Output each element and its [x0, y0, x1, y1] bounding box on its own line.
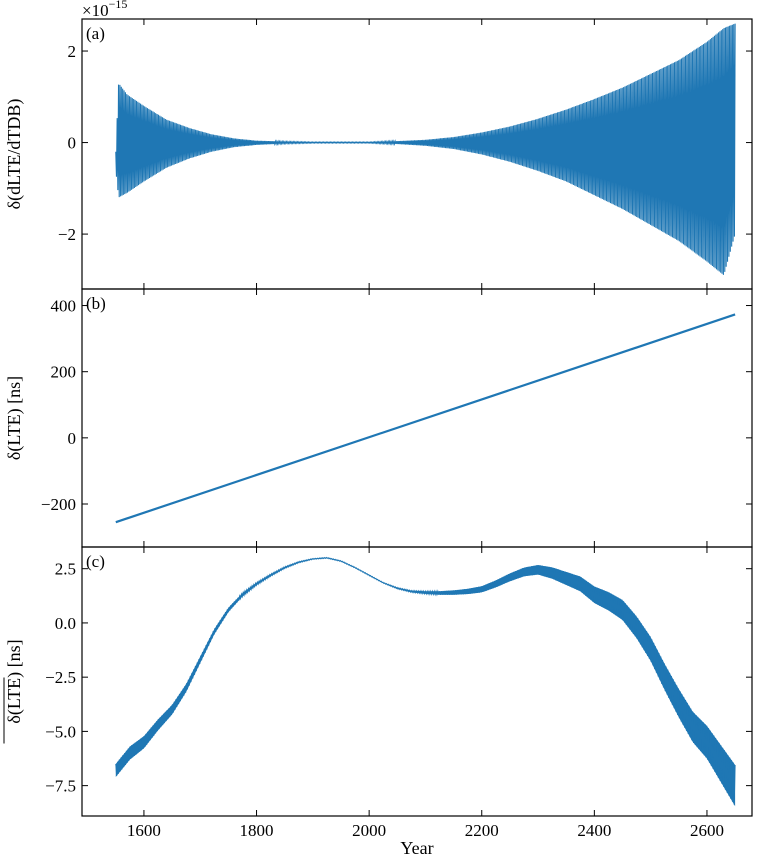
y-tick-label: 0: [68, 429, 77, 448]
x-tick-label: 1800: [240, 821, 274, 840]
x-axis-label: Year: [400, 838, 433, 856]
y-tick-label: 2.5: [55, 560, 76, 579]
axes-frame: [81, 288, 753, 548]
x-tick-label: 2400: [577, 821, 611, 840]
x-tick-label: 2200: [465, 821, 499, 840]
y-axis-label: δ(dLTE/dTDB): [4, 99, 25, 210]
y-tick-label: −2: [58, 225, 76, 244]
y-axis-label: δ(LTE) [ns]: [4, 376, 25, 460]
delta-lte-series: [115, 313, 736, 524]
x-tick-label: 2000: [352, 821, 386, 840]
panel-b: 400 200 0 −200 (b) δ(LTE) [ns]: [4, 288, 753, 548]
axes-frame: [81, 546, 753, 817]
x-tick-label: 1600: [127, 821, 161, 840]
oscillation-series: [115, 23, 736, 275]
panel-label: (b): [86, 294, 106, 313]
y-tick-label: 0.0: [55, 614, 76, 633]
x-tick-label: 2600: [690, 821, 724, 840]
panel-a: 2 0 −2 (a) δ(dLTE/dTDB) ×10−15: [4, 0, 753, 290]
y-tick-label: −7.5: [45, 777, 76, 796]
y-tick-label: 0: [68, 134, 77, 153]
y-tick-label: 2: [68, 42, 77, 61]
y-tick-label: −200: [41, 495, 76, 514]
panel-label: (a): [86, 24, 105, 43]
y-tick-label: 400: [51, 297, 77, 316]
delta-lte-mean-band: [115, 557, 736, 807]
panel-label: (c): [86, 552, 105, 571]
y-tick-label: −2.5: [45, 668, 76, 687]
panel-c: 2.5 0.0 −2.5 −5.0 −7.5 (c) δ(LTE) [ns] 1600 1800…: [4, 546, 753, 856]
y-tick-label: −5.0: [45, 722, 76, 741]
y-axis-label: δ(LTE) [ns]: [4, 639, 25, 723]
delta-lte-mean-series: [115, 556, 736, 805]
y-tick-label: 200: [51, 363, 77, 382]
y-offset-text: ×10−15: [82, 0, 127, 20]
